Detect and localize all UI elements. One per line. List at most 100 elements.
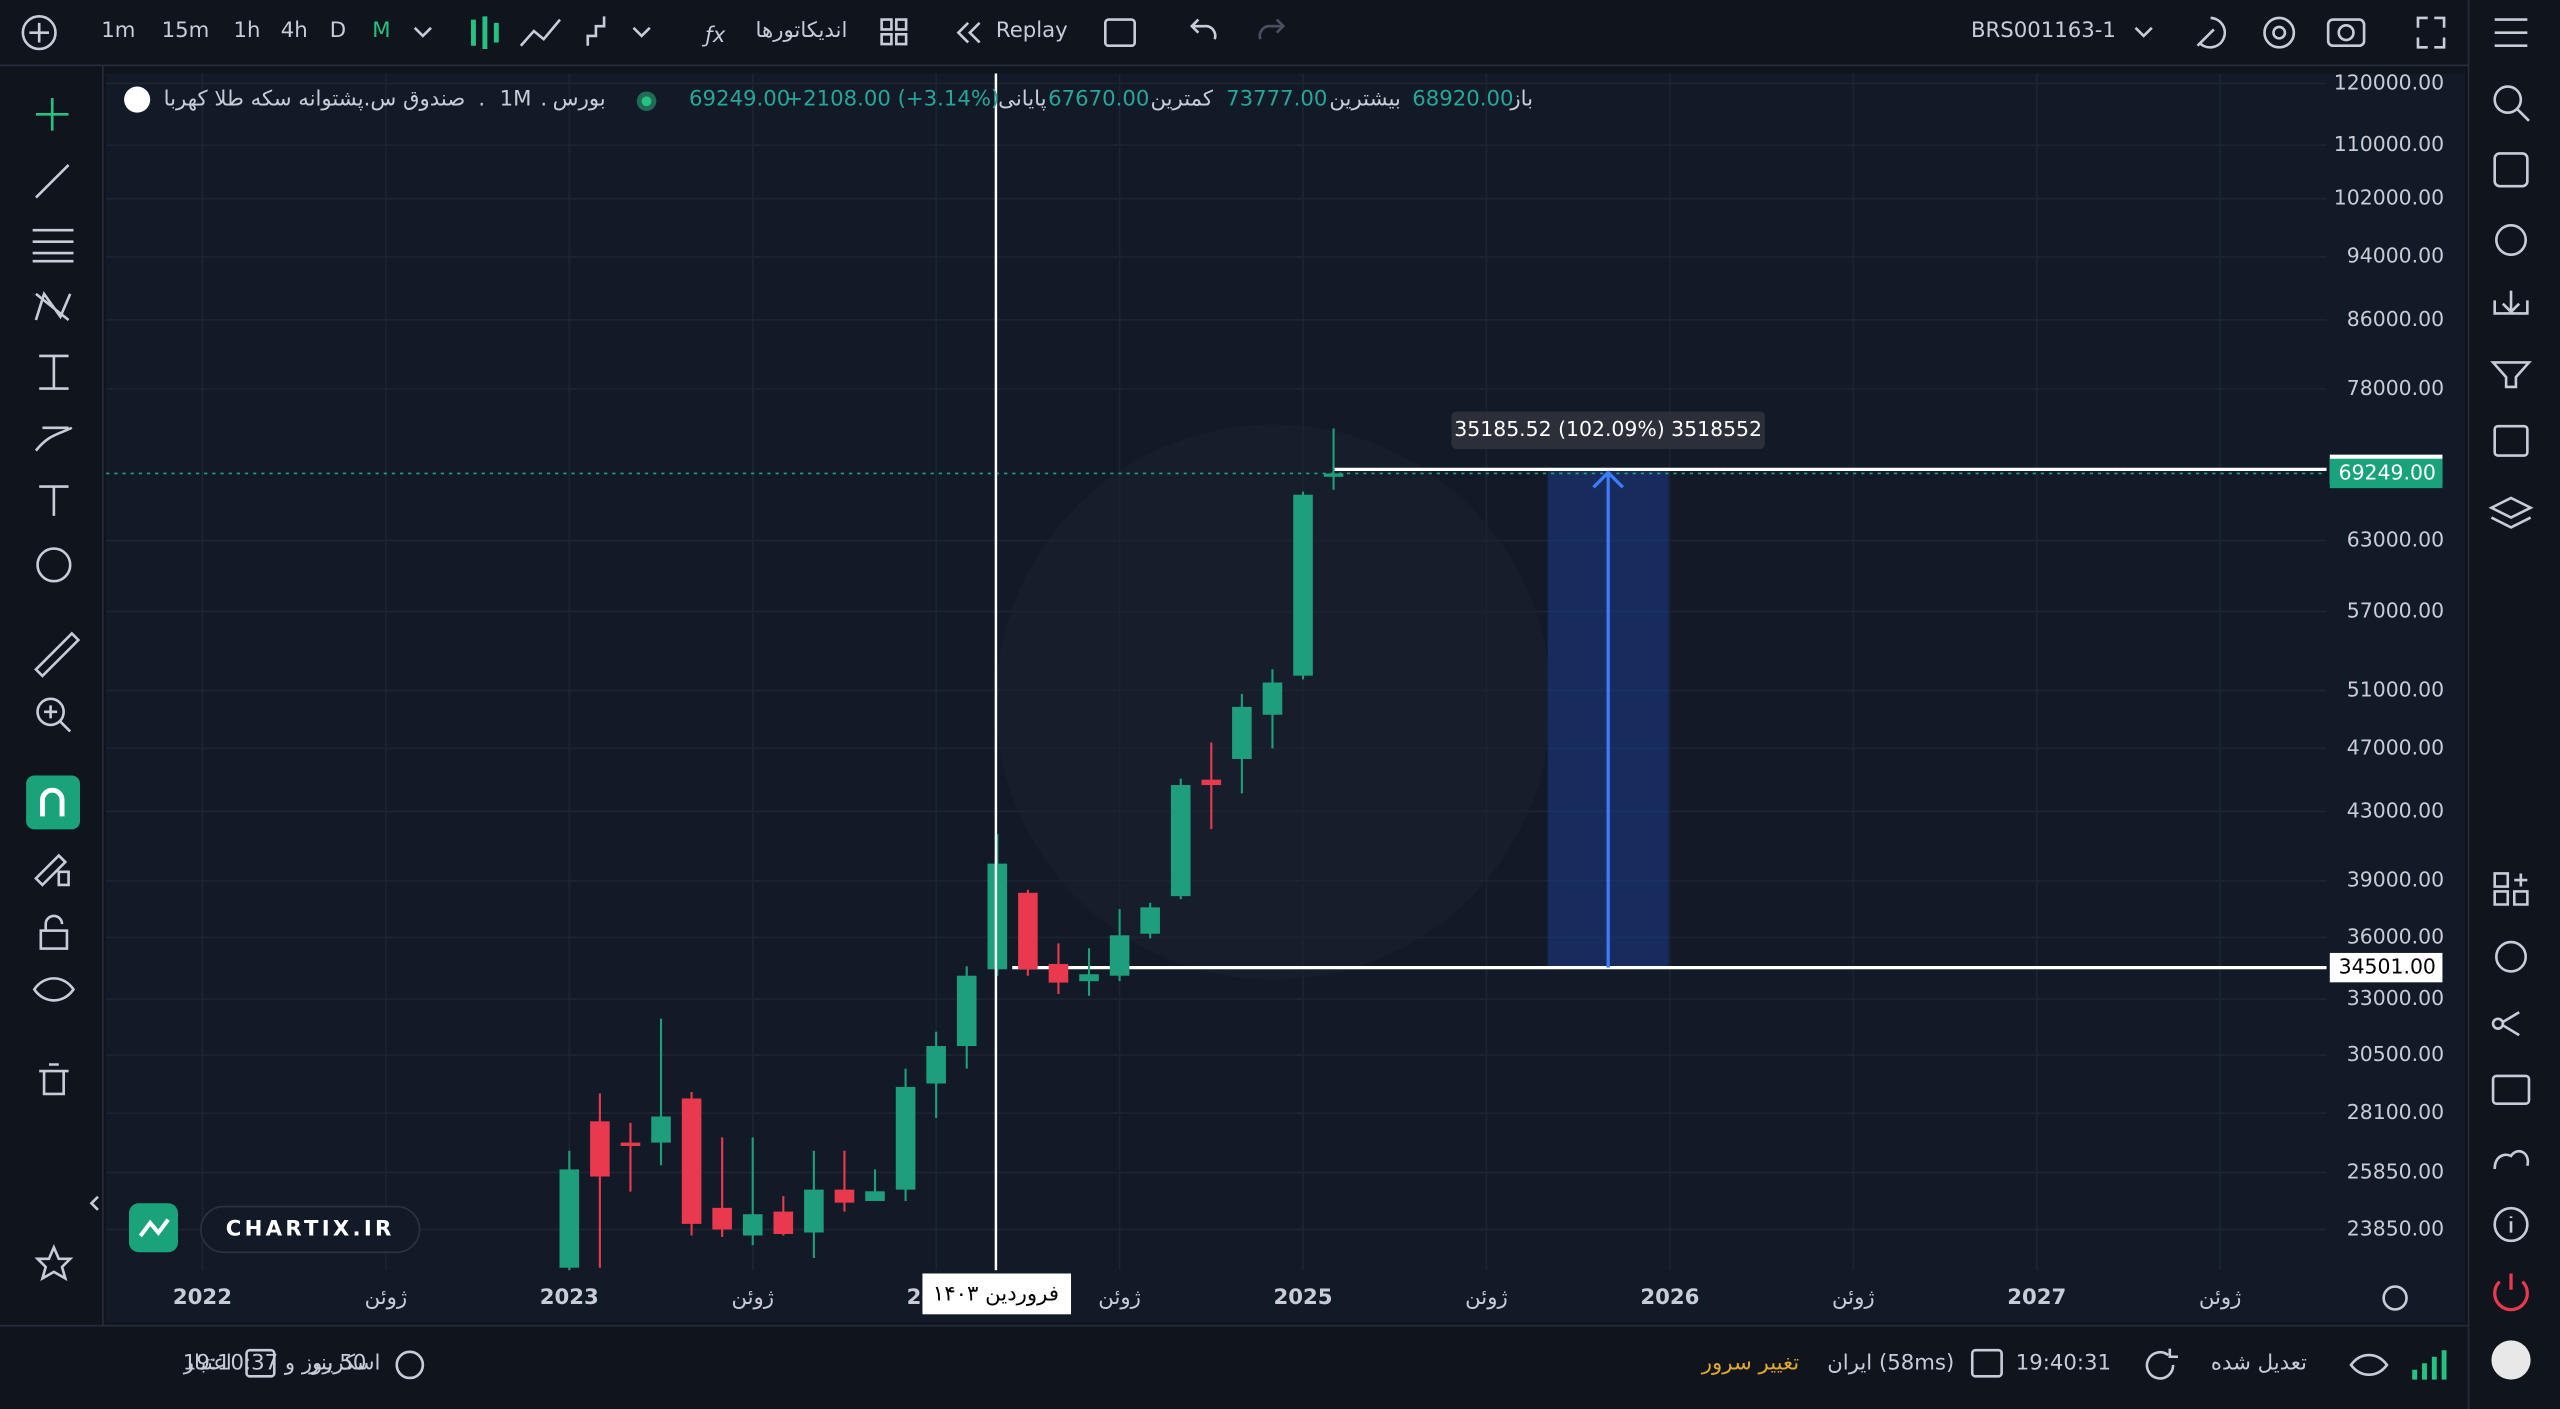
- candle-body: [1262, 682, 1283, 715]
- avatar[interactable]: [2491, 1340, 2531, 1380]
- fullscreen-button[interactable]: [2416, 16, 2446, 49]
- watermark: CHARTIX.IR: [128, 1203, 421, 1254]
- logout-button[interactable]: [2493, 1273, 2529, 1312]
- chart-type-button[interactable]: [586, 16, 606, 46]
- x-tick-label: 2022: [173, 1285, 232, 1310]
- ruler-tool[interactable]: [34, 631, 81, 678]
- replay-icon: [956, 21, 981, 44]
- server: ایران (58ms): [1827, 1350, 1954, 1375]
- rect-button[interactable]: [1104, 18, 1136, 48]
- menu-button[interactable]: [2494, 18, 2528, 48]
- calendar-icon: [245, 1348, 276, 1378]
- delete-tool[interactable]: [39, 1063, 69, 1096]
- y-tick-label: 110000.00: [2334, 132, 2444, 156]
- alert-button[interactable]: [2196, 16, 2227, 49]
- adjusted-button[interactable]: تعدیل شده: [2211, 1350, 2307, 1375]
- crosshair-tool[interactable]: [35, 97, 69, 131]
- magnet-tool[interactable]: [26, 775, 80, 830]
- hide-tool[interactable]: [32, 977, 76, 1002]
- layout-button[interactable]: [880, 18, 908, 46]
- y-tick-label: 23850.00: [2347, 1217, 2444, 1241]
- text-tool[interactable]: [39, 485, 69, 516]
- axis-settings[interactable]: [2382, 1285, 2408, 1311]
- crosshair-label: فروردین ۱۴۰۳: [933, 1282, 1059, 1307]
- support-button[interactable]: [2495, 940, 2528, 973]
- redo-button[interactable]: [1258, 18, 1286, 40]
- candle-body: [1293, 494, 1313, 676]
- trade-button[interactable]: [2493, 152, 2529, 188]
- x-tick-label: ژوئن: [365, 1285, 408, 1310]
- dropdown[interactable]: [413, 26, 432, 38]
- add-symbol-button[interactable]: [21, 15, 57, 51]
- icon: [44, 914, 64, 931]
- visibility-button[interactable]: [2349, 1353, 2389, 1377]
- screenshot-button[interactable]: [2326, 18, 2366, 48]
- dot: .: [478, 87, 485, 112]
- timeframe[interactable]: 1h: [233, 18, 260, 43]
- filter-button[interactable]: [2490, 361, 2532, 389]
- timeframe[interactable]: 4h: [281, 18, 308, 43]
- zoom-tool[interactable]: [36, 697, 65, 727]
- dropdown[interactable]: [632, 26, 651, 38]
- news-button[interactable]: [2491, 1074, 2531, 1105]
- right-toolbar: [2488, 85, 2534, 1380]
- pattern-tool[interactable]: [34, 290, 72, 322]
- indicators-button[interactable]: اندیکاتورها: [756, 18, 848, 43]
- info-button[interactable]: [2493, 1206, 2529, 1243]
- layers-button[interactable]: [2488, 496, 2534, 529]
- refresh-button[interactable]: [2145, 1348, 2178, 1380]
- y-tick-label: 39000.00: [2347, 868, 2444, 892]
- share-button[interactable]: [2491, 1017, 2505, 1030]
- settings-button[interactable]: [2263, 16, 2296, 49]
- y-tick-label: 30500.00: [2347, 1042, 2444, 1066]
- price-axis: [2326, 73, 2466, 1323]
- change-server-button[interactable]: تغییر سرور: [1701, 1350, 1799, 1375]
- lock-tool[interactable]: [39, 929, 69, 950]
- y-tick-label: 94000.00: [2347, 244, 2444, 268]
- candle-body: [895, 1086, 916, 1190]
- crosshair-label-box: [922, 1273, 1072, 1315]
- y-tick-label: 120000.00: [2334, 70, 2444, 94]
- candles-type-button[interactable]: [471, 16, 499, 49]
- alert-add-button[interactable]: [2495, 224, 2528, 257]
- credit-label: اعتبار: [183, 1350, 232, 1375]
- widgets-button[interactable]: [2493, 872, 2529, 906]
- projection-tool[interactable]: [39, 354, 69, 390]
- price-label: 69249.00: [2339, 460, 2436, 484]
- timeframe-active[interactable]: M: [372, 18, 390, 43]
- candle-body: [1323, 473, 1344, 477]
- timeframe[interactable]: 1m: [101, 18, 135, 43]
- fib-tool[interactable]: [32, 228, 74, 263]
- collapse[interactable]: [89, 1195, 99, 1211]
- candle-body: [865, 1191, 885, 1201]
- time-axis: [106, 1270, 2327, 1323]
- emoji-tool[interactable]: [36, 547, 72, 583]
- dropdown[interactable]: [2134, 26, 2153, 38]
- timeframe[interactable]: D: [330, 18, 346, 43]
- candle-body: [987, 863, 1008, 970]
- cloud-button[interactable]: [2493, 1149, 2530, 1170]
- line-type-button[interactable]: [519, 18, 562, 47]
- download-button[interactable]: [2493, 290, 2529, 315]
- lock-drawing-tool[interactable]: [34, 853, 70, 887]
- screener-button[interactable]: اسکرینر: [308, 1350, 380, 1375]
- x-tick-label: 2027: [2007, 1285, 2066, 1310]
- y-tick-label: 86000.00: [2347, 307, 2444, 331]
- measure-arrow-head: [1592, 470, 1625, 489]
- undo-button[interactable]: [1189, 18, 1217, 40]
- icon: [2502, 1011, 2520, 1037]
- candle-body: [712, 1207, 732, 1230]
- server-icon: [1970, 1348, 2003, 1378]
- timeframe[interactable]: 15m: [162, 18, 210, 43]
- search-button[interactable]: [2493, 85, 2523, 114]
- favorites[interactable]: [34, 1244, 74, 1282]
- replay-button[interactable]: Replay: [996, 18, 1068, 43]
- trend-line-tool[interactable]: [34, 163, 70, 199]
- y-tick-label: 63000.00: [2347, 528, 2444, 552]
- symbol-logo: [124, 86, 151, 113]
- brush-tool[interactable]: [34, 426, 73, 452]
- account-button[interactable]: BRS001163-1: [1971, 18, 2116, 43]
- calendar-button[interactable]: [2493, 424, 2529, 457]
- top-bar: 1m 15m 1h 4h D M ƒx اندیکاتورها Replay B…: [21, 15, 2528, 51]
